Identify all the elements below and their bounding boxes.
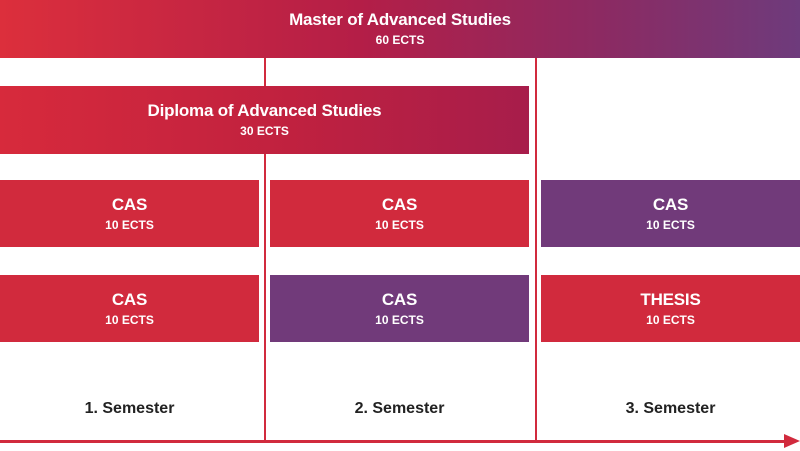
semester3-thesis-block: THESIS 10 ECTS [541,275,800,342]
master-title: Master of Advanced Studies [289,10,511,29]
divider-line-1 [264,58,266,86]
semester2-cas-block-2: CAS 10 ECTS [270,275,529,342]
block-title: CAS [381,194,418,214]
master-of-advanced-studies-bar: Master of Advanced Studies 60 ECTS [0,0,800,58]
semester1-cas-block-1: CAS 10 ECTS [0,180,259,247]
block-title: THESIS [640,289,701,309]
block-credits: 10 ECTS [105,312,154,327]
semester3-cas-block: CAS 10 ECTS [541,180,800,247]
semester2-cas-block-1: CAS 10 ECTS [270,180,529,247]
block-title: CAS [111,289,148,309]
divider-line-1b [264,154,266,440]
block-title: CAS [652,194,689,214]
block-credits: 10 ECTS [375,217,424,232]
semester1-cas-block-2: CAS 10 ECTS [0,275,259,342]
timeline-arrowhead-icon [784,434,800,448]
divider-line-2 [535,58,537,440]
block-credits: 10 ECTS [375,312,424,327]
block-credits: 10 ECTS [646,217,695,232]
timeline-arrow-shaft [0,440,786,443]
block-title: CAS [111,194,148,214]
semester3-label: 3. Semester [625,400,716,417]
block-credits: 10 ECTS [105,217,154,232]
block-credits: 10 ECTS [646,312,695,327]
diploma-credits: 30 ECTS [240,124,289,138]
semester1-label: 1. Semester [84,400,175,417]
semester2-label: 2. Semester [354,400,445,417]
block-title: CAS [381,289,418,309]
master-credits: 60 ECTS [375,33,425,47]
diploma-title: Diploma of Advanced Studies [147,101,382,120]
diploma-of-advanced-studies-bar: Diploma of Advanced Studies 30 ECTS [0,86,529,154]
